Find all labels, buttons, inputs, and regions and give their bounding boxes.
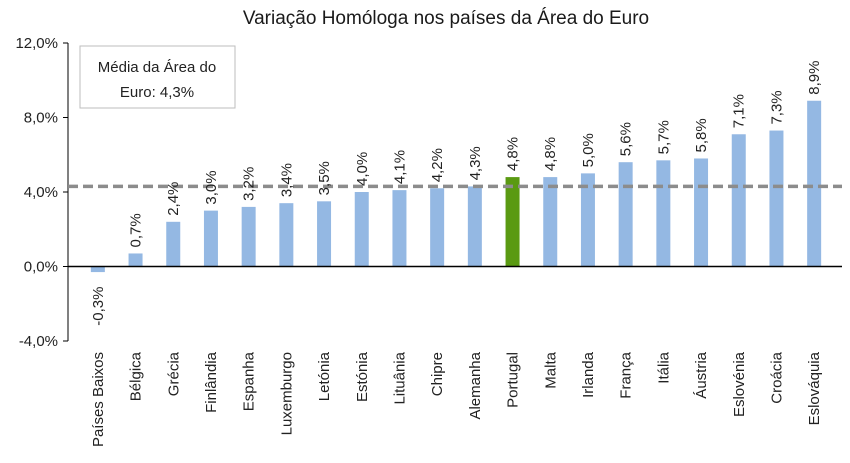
x-category-label: Itália xyxy=(655,351,672,383)
bar-irlanda xyxy=(580,173,595,267)
x-category-label: Eslovénia xyxy=(731,351,748,417)
average-annotation-box: Média da Área do Euro: 4,3% xyxy=(79,45,236,109)
data-label: 5,7% xyxy=(655,120,672,154)
x-category-label: Espanha xyxy=(241,351,258,411)
x-category-label: Irlanda xyxy=(580,351,597,398)
data-label: 2,4% xyxy=(165,182,182,216)
data-label: 4,8% xyxy=(542,137,559,171)
data-label: 4,8% xyxy=(505,137,522,171)
data-label: 7,3% xyxy=(768,90,785,124)
bar-bélgica xyxy=(128,253,143,267)
data-label: 8,9% xyxy=(806,61,823,95)
annotation-line-1: Média da Área do xyxy=(98,59,216,76)
data-label: 3,4% xyxy=(278,163,295,197)
data-label: 5,0% xyxy=(580,133,597,167)
data-label: 3,2% xyxy=(241,167,258,201)
bar-áustria xyxy=(694,158,709,267)
y-tick-label: 0,0% xyxy=(24,259,58,276)
x-category-label: Alemanha xyxy=(467,351,484,419)
bar-portugal xyxy=(505,177,520,267)
bar-eslovénia xyxy=(731,134,746,267)
bar-chipre xyxy=(430,188,445,267)
y-tick-label: 8,0% xyxy=(24,110,58,127)
data-label: 3,5% xyxy=(316,161,333,195)
bar-frança xyxy=(618,162,633,267)
x-category-label: Estónia xyxy=(354,351,371,402)
bar-malta xyxy=(543,177,558,267)
bar-estónia xyxy=(354,192,369,267)
data-label: -0,3% xyxy=(90,287,107,326)
data-label: 0,7% xyxy=(128,213,145,247)
x-axis: Países Baixos Bélgica Grécia Finlândia Espan… xyxy=(68,265,842,447)
data-labels-group: -0,3% 0,7% 2,4% 3,0% 3,2% 3,4% 3,5% 4,0% 4,1% 4,2… xyxy=(90,61,823,326)
bar-itália xyxy=(656,160,671,267)
y-tick-label: 4,0% xyxy=(24,184,58,201)
bar-croácia xyxy=(769,130,784,267)
bar-grécia xyxy=(166,221,181,267)
chart-title: Variação Homóloga nos países da Área do … xyxy=(243,8,649,29)
x-category-label: Letónia xyxy=(316,351,333,401)
data-label: 4,2% xyxy=(429,148,446,182)
bar-lituânia xyxy=(392,190,407,267)
x-category-label: Finlândia xyxy=(203,351,220,413)
x-category-label: Luxemburgo xyxy=(278,352,295,435)
x-category-label: Lituânia xyxy=(391,351,408,404)
y-tick-label: 12,0% xyxy=(15,35,58,52)
y-axis: -4,0% 0,0% 4,0% 8,0% 12,0% xyxy=(15,35,69,350)
bar-alemanha xyxy=(467,186,482,267)
x-category-label: Portugal xyxy=(505,352,522,408)
bar-luxemburgo xyxy=(279,203,294,267)
bar-finlândia xyxy=(203,210,218,267)
x-category-label: Países Baixos xyxy=(90,352,107,447)
bar-letónia xyxy=(317,201,332,267)
x-category-label: Áustria xyxy=(693,351,710,398)
bars-group xyxy=(90,100,822,273)
annotation-box-border xyxy=(79,45,236,109)
x-category-label: França xyxy=(618,351,635,398)
data-label: 5,8% xyxy=(693,118,710,152)
annotation-line-2: Euro: 4,3% xyxy=(120,84,194,101)
data-label: 4,1% xyxy=(391,150,408,184)
data-label: 7,1% xyxy=(731,94,748,128)
y-tick-label: -4,0% xyxy=(19,333,58,350)
x-category-label: Bélgica xyxy=(128,351,145,401)
bar-espanha xyxy=(241,206,256,267)
x-category-label: Malta xyxy=(542,351,559,388)
data-label: 4,0% xyxy=(354,152,371,186)
x-category-label: Eslováquia xyxy=(806,351,823,425)
x-category-label: Grécia xyxy=(165,351,182,396)
x-category-label: Chipre xyxy=(429,352,446,396)
bar-países-baixos xyxy=(90,266,105,273)
bar-eslováquia xyxy=(807,100,822,267)
data-label: 3,0% xyxy=(203,170,220,204)
data-label: 5,6% xyxy=(618,122,635,156)
data-label: 4,3% xyxy=(467,146,484,180)
x-category-label: Croácia xyxy=(768,351,785,403)
